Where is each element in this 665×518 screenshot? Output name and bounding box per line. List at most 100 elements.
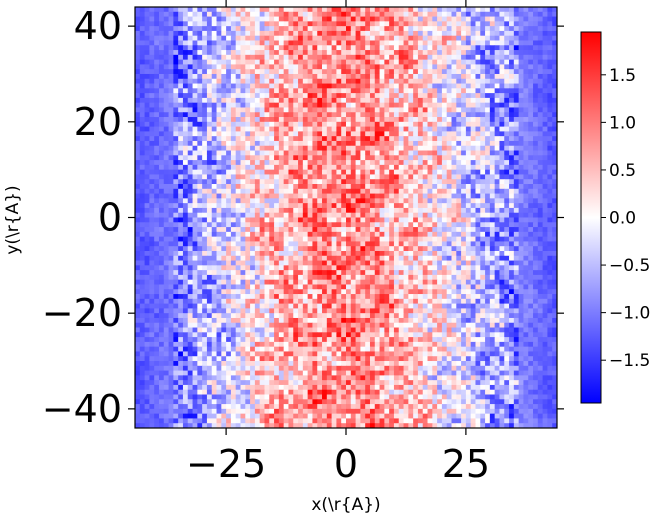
heatmap-cell [331,212,337,218]
heatmap-cell [365,117,371,123]
heatmap-cell [461,236,467,242]
heatmap-cell [518,212,524,218]
heatmap-cell [235,179,241,185]
heatmap-cell [475,255,481,261]
heatmap-cell [283,207,289,214]
heatmap-cell [298,26,304,32]
heatmap-cell [250,250,256,257]
heatmap-cell [470,45,476,51]
heatmap-cell [403,203,409,209]
heatmap-cell [403,246,409,252]
heatmap-cell [365,212,371,218]
heatmap-cell [360,270,366,276]
heatmap-cell [269,121,275,127]
heatmap-cell [317,140,323,147]
heatmap-cell [408,241,414,247]
heatmap-cell [475,217,481,223]
heatmap-cell [374,112,380,118]
heatmap-cell [317,21,323,27]
heatmap-cell [135,11,141,17]
heatmap-cell [360,126,366,132]
heatmap-cell [350,212,356,218]
heatmap-cell [360,69,366,75]
heatmap-cell [413,260,419,266]
heatmap-cell [533,131,539,137]
heatmap-cell [451,93,457,99]
heatmap-cell [336,265,342,271]
heatmap-cell [398,250,404,257]
heatmap-cell [475,241,481,247]
heatmap-cell [547,59,553,65]
heatmap-cell [341,131,347,137]
heatmap-cell [475,150,481,156]
heatmap-cell [135,131,141,137]
heatmap-cell [379,131,385,137]
heatmap-cell [288,222,294,228]
heatmap-cell [441,236,448,242]
heatmap-cell [451,250,457,257]
heatmap-cell [163,54,169,61]
heatmap-cell [504,54,510,61]
heatmap-cell [259,21,265,27]
heatmap-cell [552,54,557,61]
heatmap-cell [278,150,285,156]
heatmap-cell [422,241,428,247]
heatmap-cell [533,88,539,94]
heatmap-cell [451,274,457,281]
heatmap-cell [226,83,232,89]
heatmap-cell [547,193,553,199]
heatmap-cell [288,198,294,204]
heatmap-cell [250,174,256,180]
heatmap-cell [494,160,500,166]
heatmap-cell [513,97,520,104]
heatmap-cell [413,102,419,108]
heatmap-cell [432,121,438,127]
heatmap-cell [398,265,404,271]
heatmap-cell [168,193,174,199]
heatmap-cell [250,54,256,61]
heatmap-cell [307,236,313,242]
heatmap-cell [369,121,376,127]
heatmap-cell [278,274,285,281]
heatmap-cell [211,54,217,61]
heatmap-cell [192,30,198,37]
heatmap-cell [149,169,155,175]
heatmap-cell [509,246,515,252]
heatmap-cell [245,164,251,171]
heatmap-cell [197,255,203,261]
heatmap-cell [542,155,548,161]
heatmap-cell [441,107,448,113]
heatmap-cell [465,140,472,147]
heatmap-cell [293,107,299,113]
heatmap-cell [254,155,261,161]
heatmap-cell [533,270,539,276]
heatmap-cell [298,7,304,13]
heatmap-cell [240,236,246,242]
heatmap-cell [350,64,356,70]
heatmap-cell [187,160,193,166]
heatmap-cell [465,265,472,271]
heatmap-cell [307,198,313,204]
heatmap-cell [513,64,520,70]
heatmap-cell [274,136,280,142]
heatmap-cell [192,83,198,89]
heatmap-cell [456,21,462,27]
heatmap-cell [288,241,294,247]
heatmap-cell [427,145,433,151]
heatmap-cell [542,112,548,118]
heatmap-cell [206,265,213,271]
heatmap-cell [178,184,184,190]
heatmap-cell [518,93,524,99]
heatmap-cell [341,160,347,166]
heatmap-cell [494,16,500,22]
heatmap-cell [230,212,237,218]
heatmap-cell [135,227,141,233]
heatmap-cell [369,97,376,104]
heatmap-cell [499,64,505,70]
heatmap-cell [408,40,414,46]
heatmap-cell [259,198,265,204]
heatmap-cell [346,227,352,233]
heatmap-cell [269,21,275,27]
heatmap-cell [441,7,448,13]
heatmap-cell [283,50,289,56]
